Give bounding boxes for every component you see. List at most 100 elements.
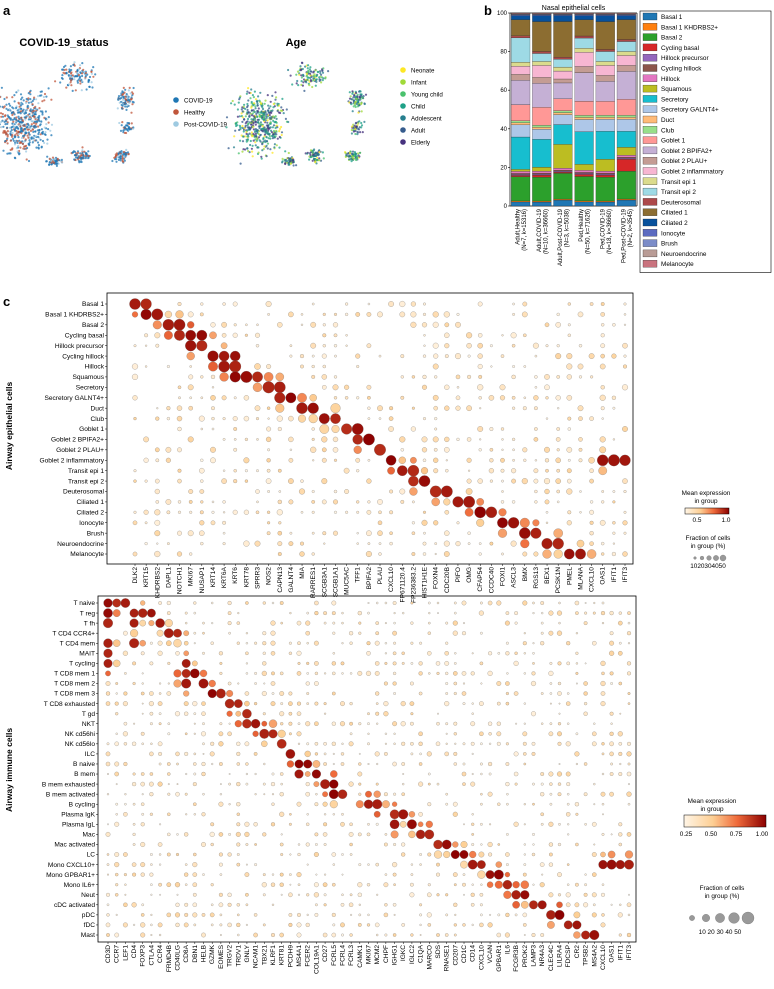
dotplot-dot [158, 882, 162, 887]
umap-point [51, 156, 55, 159]
dotplot-dot [586, 549, 597, 559]
dotplot-dot [106, 892, 110, 897]
umap-point [15, 139, 18, 142]
dotplot-dot [123, 761, 128, 767]
dotplot-dot [593, 803, 596, 806]
dotplot-dot [567, 427, 571, 431]
dotplot-dot [332, 752, 335, 755]
dotplot-dot [411, 521, 415, 525]
dotplot-dot [236, 822, 241, 827]
dotplot-dot [522, 741, 527, 746]
dotplot-dot [402, 773, 405, 775]
umap-point [19, 128, 23, 131]
umap-point [311, 85, 314, 89]
dotplot-gene-label: PLAU [377, 567, 384, 584]
dotplot-dot [149, 661, 154, 666]
dotplot-dot [156, 629, 164, 637]
umap-point [31, 103, 34, 106]
dotplot-dot [267, 510, 271, 514]
bar-legend-swatch [642, 229, 658, 237]
dotplot-dot [114, 821, 120, 827]
bar-legend-swatch [642, 157, 658, 165]
dotplot-dot [618, 651, 623, 656]
dotplot-dot [410, 863, 414, 866]
umap-point [230, 102, 233, 105]
dotplot-dot [366, 832, 371, 837]
dotplot-dot [345, 510, 349, 514]
dotplot-dot [266, 531, 271, 536]
dotplot-dot [310, 321, 317, 328]
dotplot-dot [332, 671, 336, 676]
dotplot-dot [229, 371, 241, 383]
umap-point [29, 93, 32, 96]
dotplot-dot [166, 691, 172, 696]
dotplot-dot [565, 902, 571, 908]
bar-legend-label: Squamous [661, 86, 692, 93]
umap-point [266, 147, 269, 150]
dotplot-dot [601, 742, 605, 746]
dotplot-dot [123, 812, 128, 817]
dotplot-dot [583, 711, 588, 716]
umap-point [287, 120, 290, 124]
dotplot-dot [245, 651, 249, 656]
umap-point [117, 95, 121, 98]
dotplot-dot [228, 631, 231, 635]
bar-segment [553, 198, 573, 201]
dotplot-dot [478, 542, 482, 545]
umap-point [73, 150, 77, 153]
dotplot-dot [540, 641, 545, 646]
dotplot-dot [540, 772, 545, 776]
dotplot-dot [609, 731, 614, 736]
dotplot-gene-label: CXCL10 [589, 567, 596, 592]
y-tick-label: 20 [500, 165, 507, 171]
umap-point [3, 105, 6, 108]
dotplot-gene-label: IFIT3 [626, 945, 633, 961]
dotplot-dot [610, 762, 613, 766]
dotplot-dot [193, 772, 197, 776]
bar-segment [511, 80, 531, 105]
umap-point [0, 112, 3, 115]
umap-point [6, 152, 9, 155]
dotplot-dot [270, 620, 276, 626]
umap-point [46, 155, 49, 158]
umap-point [30, 136, 33, 139]
dotplot-dot [234, 720, 242, 728]
dotplot-dot [140, 822, 145, 827]
dotplot-dot [154, 509, 161, 516]
dotplot-gene-label: IGLC2 [409, 945, 416, 964]
dotplot-dot [144, 333, 149, 338]
dotplot-dot [581, 930, 591, 940]
dotplot-dot [314, 701, 319, 706]
umap-point [360, 124, 364, 127]
umap-point [299, 69, 303, 72]
dotplot-dot [618, 681, 623, 686]
dotplot-dot [252, 382, 263, 392]
dotplot-dot [268, 719, 278, 728]
dotplot-dot [480, 772, 483, 776]
umap-point [271, 137, 274, 140]
bar-category-line: (N=50, k=71626) [586, 209, 592, 254]
dotplot-dot [115, 802, 119, 806]
dotplot-dot [497, 913, 501, 917]
dotplot-dot [419, 641, 423, 645]
dotplot-dot [200, 458, 204, 462]
umap-point [281, 161, 284, 164]
dotplot-dot [105, 922, 111, 928]
dotplot-dot [227, 611, 232, 615]
umap-point [65, 68, 68, 71]
bar-legend-label: Club [661, 127, 675, 134]
dotplot-dot [323, 702, 327, 706]
dotplot-dot [522, 301, 528, 307]
dotplot-dot [392, 872, 397, 877]
umap-point [355, 125, 358, 128]
umap-point [24, 138, 27, 141]
umap-point [256, 102, 259, 105]
dotplot-dot [140, 862, 146, 868]
dotplot-dot [609, 640, 615, 646]
dotplot-dot [311, 375, 316, 379]
dotplot-dot [463, 823, 465, 826]
bar-segment [511, 171, 531, 174]
umap-point [272, 129, 276, 133]
dotplot-dot [453, 762, 457, 766]
